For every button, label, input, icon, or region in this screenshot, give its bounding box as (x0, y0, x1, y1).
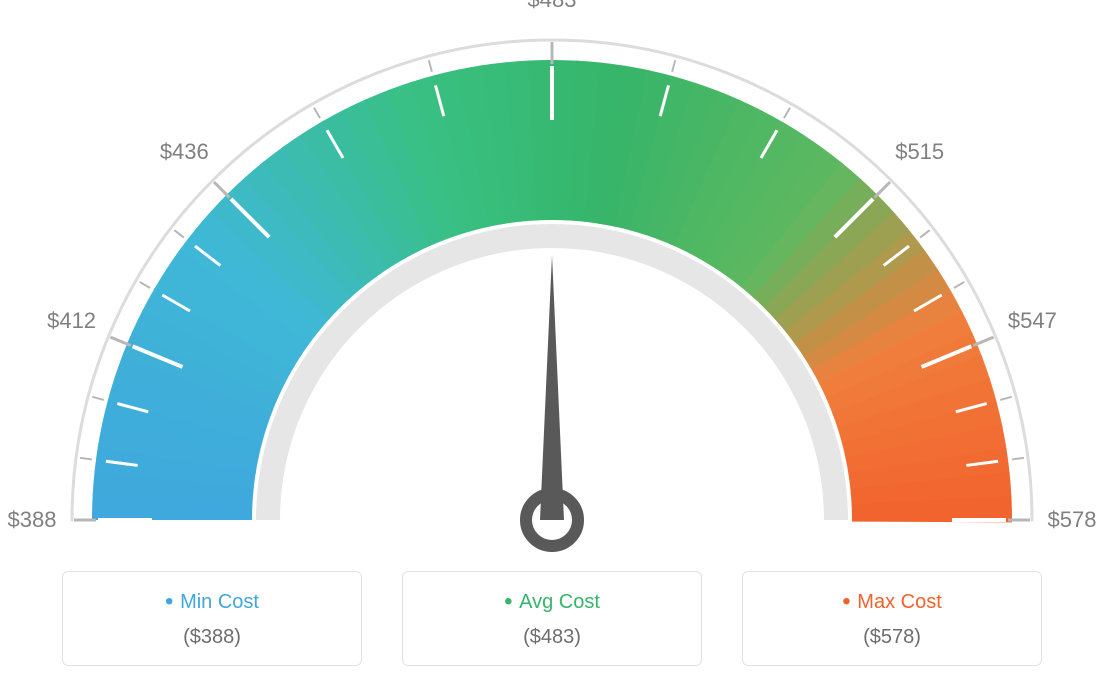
gauge-tick-label: $483 (528, 0, 577, 13)
legend-avg-value: ($483) (403, 626, 701, 649)
legend-row: Min Cost ($388) Avg Cost ($483) Max Cost… (0, 571, 1104, 666)
gauge-tick-label: $547 (1008, 308, 1057, 334)
legend-avg: Avg Cost ($483) (402, 571, 702, 666)
legend-max: Max Cost ($578) (742, 571, 1042, 666)
legend-min: Min Cost ($388) (62, 571, 362, 666)
legend-min-value: ($388) (63, 626, 361, 649)
legend-max-label: Max Cost (743, 590, 1041, 614)
gauge-tick-label: $412 (47, 308, 96, 334)
gauge-tick-label: $578 (1048, 507, 1097, 533)
gauge-tick-label: $388 (8, 507, 57, 533)
legend-avg-label: Avg Cost (403, 590, 701, 614)
gauge-svg (0, 0, 1104, 560)
legend-min-label: Min Cost (63, 590, 361, 614)
gauge-tick-label: $515 (895, 139, 944, 165)
gauge-tick-label: $436 (160, 139, 209, 165)
cost-gauge: $388 $412 $436 $483 $515 $547 $578 (0, 0, 1104, 560)
legend-max-value: ($578) (743, 626, 1041, 649)
